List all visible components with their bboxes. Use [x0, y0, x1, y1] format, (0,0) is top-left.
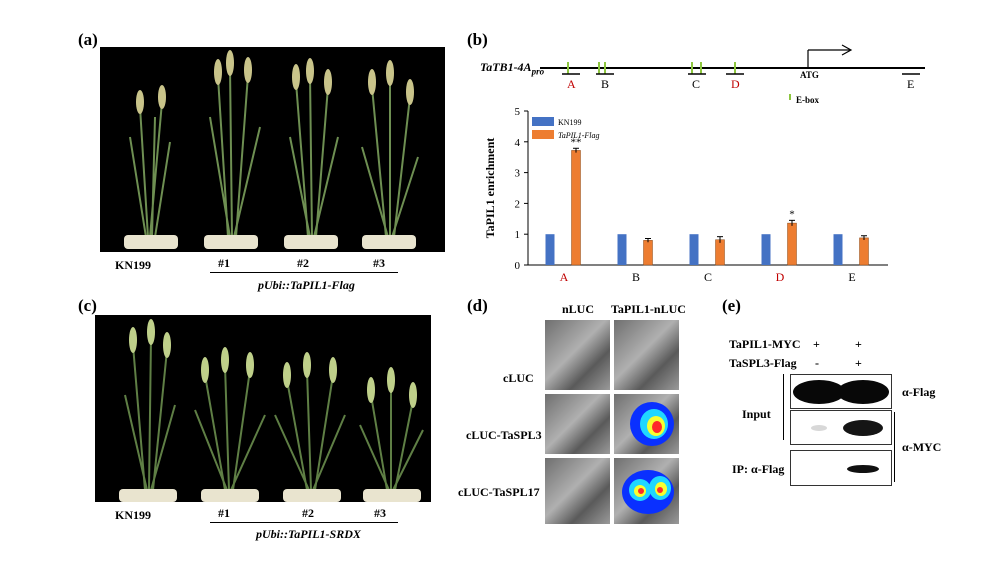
luc-image-r3c1 [545, 458, 610, 524]
panel-a-plant-label-3: #2 [297, 256, 309, 270]
panel-c-plant-label-4: #3 [374, 506, 386, 520]
row-label-tapil1-myc: TaPIL1-MYC [729, 337, 801, 351]
blot-input-flag [790, 374, 892, 409]
y-tick-label: 2 [515, 198, 521, 210]
panel-c-photo [95, 315, 431, 502]
panel-c-plant-label-2: #1 [218, 506, 230, 520]
lane1-taspl3-flag: - [815, 356, 819, 370]
panel-a-plant-label-2: #1 [218, 256, 230, 270]
myc-bracket [894, 412, 895, 482]
panel-e-label: (e) [722, 296, 741, 315]
panel-c-underline [210, 522, 398, 523]
ebox-legend-label: E-box [796, 95, 820, 105]
bar-kn199 [545, 234, 555, 265]
y-axis-label: TaPIL1 enrichment [483, 138, 497, 239]
panel-c-construct: pUbi::TaPIL1-SRDX [256, 527, 361, 541]
panel-a-label: (a) [78, 30, 98, 49]
luc-signal-spl3 [630, 402, 674, 446]
wheat-plants-illustration [124, 50, 419, 249]
x-tick-label: B [632, 270, 640, 284]
luc-image-r3c2 [614, 458, 679, 524]
lane2-taspl3-flag: + [855, 356, 862, 370]
region-label-E: E [907, 77, 915, 91]
panel-c-label: (c) [78, 296, 97, 315]
panel-a-plant-label-1: KN199 [115, 258, 151, 272]
blot-input-myc [790, 410, 892, 445]
luc-image-r2c1 [545, 394, 610, 454]
panel-d-row-cluc-taspl17: cLUC-TaSPL17 [458, 485, 540, 499]
lane1-tapil1-myc: + [813, 337, 820, 351]
panel-a-construct: pUbi::TaPIL1-Flag [258, 278, 355, 292]
blot-ip-myc [790, 450, 892, 486]
panel-a-photo [100, 47, 445, 252]
y-tick-label: 3 [515, 168, 521, 180]
bar-kn199 [689, 234, 699, 265]
region-label-B: B [601, 77, 610, 91]
legend-swatch [532, 117, 554, 126]
bar-tapil1-flag [859, 237, 869, 266]
panel-a-plant-label-4: #3 [373, 256, 385, 270]
antibody-flag-label: α-Flag [902, 385, 936, 399]
significance-mark: ** [571, 136, 582, 148]
atg-label: ATG [800, 70, 819, 80]
panel-b-label: (b) [467, 30, 488, 49]
x-tick-label: E [848, 270, 855, 284]
panel-c-plant-label-3: #2 [302, 506, 314, 520]
region-label-C: C [692, 77, 701, 91]
x-tick-label: D [776, 270, 785, 284]
luc-image-r2c2 [614, 394, 679, 454]
legend-swatch [532, 130, 554, 139]
bar-tapil1-flag [715, 239, 725, 266]
x-tick-label: C [704, 270, 712, 284]
panel-d-row-cluc-taspl3: cLUC-TaSPL3 [466, 428, 542, 442]
promoter-name: TaTB1-4Apro [480, 60, 545, 77]
bar-kn199 [761, 234, 771, 265]
y-tick-label: 5 [515, 106, 521, 118]
x-tick-label: A [560, 270, 569, 284]
panel-d-col-tapil1-nluc: TaPIL1-nLUC [611, 302, 686, 316]
input-label: Input [742, 407, 771, 421]
bar-kn199 [833, 234, 843, 265]
panel-d-row-cluc: cLUC [503, 371, 534, 385]
bar-kn199 [617, 234, 627, 265]
panel-c-plant-label-1: KN199 [115, 508, 151, 522]
luc-image-r1c2 [614, 320, 679, 390]
bar-tapil1-flag [787, 222, 797, 266]
region-label-A: A [567, 77, 576, 91]
y-tick-label: 1 [515, 229, 521, 241]
wheat-plants-illustration-c [119, 319, 424, 502]
lane2-tapil1-myc: + [855, 337, 862, 351]
region-label-D: D [731, 77, 740, 91]
panel-a-underline [210, 272, 398, 273]
input-bracket [783, 374, 784, 440]
y-tick-label: 4 [515, 137, 521, 149]
legend-label: KN199 [558, 118, 582, 127]
legend-label: TaPIL1-Flag [558, 131, 600, 140]
promoter-diagram [540, 44, 925, 100]
luc-image-r1c1 [545, 320, 610, 390]
panel-d-col-nluc: nLUC [562, 302, 595, 316]
luc-signal-spl17 [622, 470, 674, 514]
row-label-taspl3-flag: TaSPL3-Flag [729, 356, 797, 370]
bar-tapil1-flag [643, 240, 653, 266]
y-tick-label: 0 [515, 260, 521, 272]
antibody-myc-label: α-MYC [902, 440, 942, 454]
panel-d-label: (d) [467, 296, 488, 315]
ip-label: IP: α-Flag [732, 462, 785, 476]
significance-mark: * [789, 208, 795, 220]
bar-tapil1-flag [571, 150, 581, 266]
